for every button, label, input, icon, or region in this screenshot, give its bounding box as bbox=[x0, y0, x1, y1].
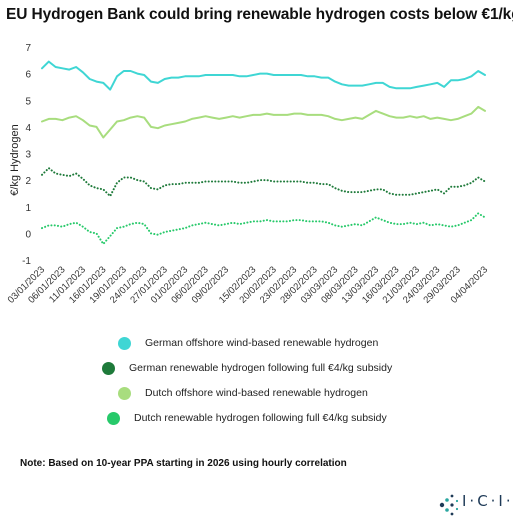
y-tick-label: 4 bbox=[25, 123, 31, 134]
y-tick-label: 5 bbox=[25, 96, 31, 107]
y-tick-label: 3 bbox=[25, 150, 31, 161]
logo-tagline bbox=[462, 509, 506, 518]
legend-item-german-offshore[interactable]: German offshore wind-based renewable hyd… bbox=[118, 334, 378, 352]
y-tick-label: 7 bbox=[25, 43, 31, 54]
legend-item-dutch-offshore[interactable]: Dutch offshore wind-based renewable hydr… bbox=[118, 384, 368, 402]
series-line-2 bbox=[41, 105, 486, 139]
legend-label: German offshore wind-based renewable hyd… bbox=[145, 337, 379, 349]
legend-item-german-subsidy[interactable]: German renewable hydrogen following full… bbox=[102, 359, 392, 377]
legend-label: German renewable hydrogen following full… bbox=[129, 362, 393, 374]
legend-marker-circle-icon bbox=[118, 386, 131, 400]
legend-marker-circle-icon bbox=[107, 411, 120, 425]
x-axis: 03/01/202306/01/202311/01/202316/01/2023… bbox=[6, 264, 490, 305]
line-chart: -1 0 1 2 3 4 5 6 7 €/kg Hydrogen 03/01/202306/01… bbox=[6, 43, 490, 306]
legend-label: Dutch renewable hydrogen following full … bbox=[134, 412, 387, 424]
y-tick-label: 0 bbox=[25, 229, 31, 240]
icis-logo: I·C·I·S bbox=[438, 492, 513, 522]
legend-marker-circle-icon bbox=[102, 361, 115, 375]
legend-item-dutch-subsidy[interactable]: Dutch renewable hydrogen following full … bbox=[107, 409, 387, 427]
y-tick-label: 1 bbox=[25, 203, 31, 214]
y-tick-label: 6 bbox=[25, 70, 31, 81]
icis-logo-mark-icon bbox=[439, 494, 459, 516]
y-axis: -1 0 1 2 3 4 5 6 7 bbox=[22, 43, 31, 267]
series-line-1 bbox=[41, 167, 486, 198]
y-axis-label: €/kg Hydrogen bbox=[9, 124, 21, 196]
logo-wordmark: I·C·I·S bbox=[462, 492, 513, 510]
y-tick-label: -1 bbox=[22, 256, 31, 267]
series-line-0 bbox=[41, 60, 486, 91]
footnote: Note: Based on 10-year PPA starting in 2… bbox=[20, 458, 347, 469]
series-layer bbox=[41, 60, 486, 245]
legend-label: Dutch offshore wind-based renewable hydr… bbox=[145, 387, 368, 399]
chart-title: EU Hydrogen Bank could bring renewable h… bbox=[6, 6, 513, 23]
legend-marker-circle-icon bbox=[118, 336, 131, 350]
y-tick-label: 2 bbox=[25, 176, 31, 187]
series-line-3 bbox=[41, 212, 486, 245]
